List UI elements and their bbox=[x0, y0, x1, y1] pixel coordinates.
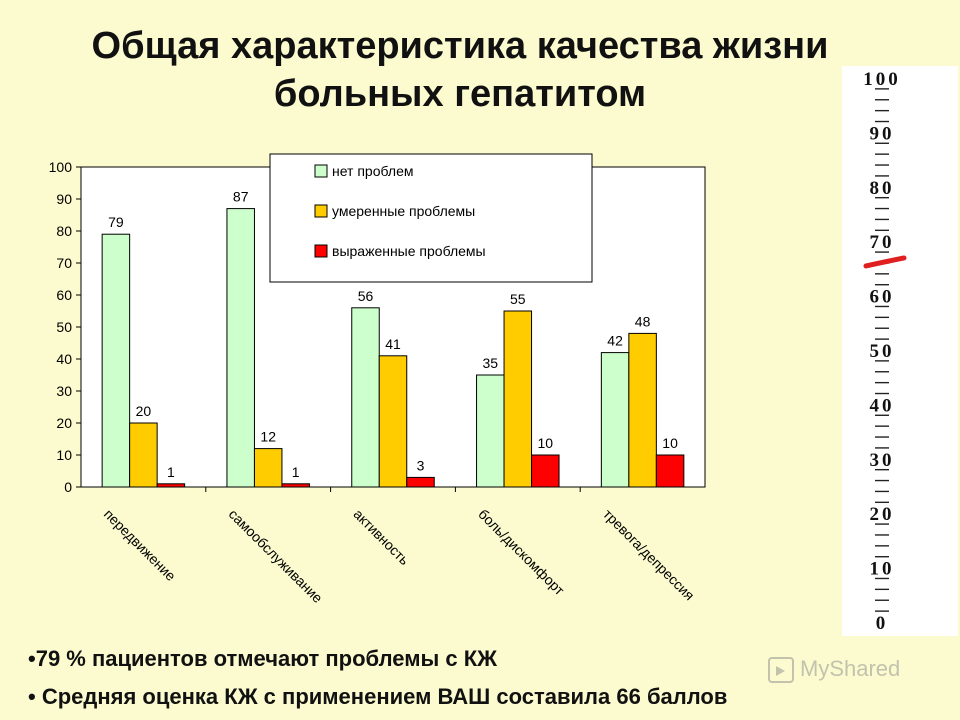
bar bbox=[476, 374, 505, 488]
y-tick-label: 60 bbox=[56, 287, 72, 303]
bar bbox=[600, 352, 630, 488]
x-tick-label: самообслуживание bbox=[226, 506, 326, 606]
scale-label: 40 bbox=[870, 395, 895, 416]
data-label: 10 bbox=[662, 435, 678, 451]
bar bbox=[503, 310, 533, 488]
scale-label: 50 bbox=[870, 341, 895, 362]
data-label: 41 bbox=[385, 336, 401, 352]
y-tick-label: 90 bbox=[56, 191, 72, 207]
bar bbox=[253, 448, 283, 488]
data-label: 10 bbox=[538, 435, 554, 451]
data-label: 20 bbox=[136, 403, 152, 419]
bar bbox=[628, 332, 657, 488]
legend-swatch bbox=[314, 204, 328, 218]
legend-label: нет проблем bbox=[332, 163, 413, 179]
scale-label: 20 bbox=[870, 504, 895, 525]
y-tick-label: 0 bbox=[64, 479, 72, 495]
bar bbox=[378, 355, 408, 488]
bar bbox=[281, 483, 310, 488]
legend-label: выраженные проблемы bbox=[332, 243, 486, 259]
bar bbox=[156, 483, 186, 488]
y-tick-label: 30 bbox=[56, 383, 72, 399]
bar bbox=[101, 233, 131, 488]
scale-label: 100 bbox=[863, 69, 901, 90]
x-tick-label: боль/дискомфорт bbox=[475, 506, 568, 599]
y-tick-label: 80 bbox=[56, 223, 72, 239]
bar-chart: 0 10 20 30 40 50 60 70 80 90 100 79 20 1 передвижение 8… bbox=[49, 153, 706, 606]
play-icon bbox=[768, 657, 794, 684]
data-label: 87 bbox=[233, 189, 249, 205]
summary-bullets: •79 % пациентов отмечают проблемы с КЖ •… bbox=[28, 640, 908, 716]
data-label: 35 bbox=[483, 355, 499, 371]
bullet-2: • Средняя оценка КЖ с применением ВАШ со… bbox=[28, 684, 728, 709]
data-label: 12 bbox=[260, 429, 276, 445]
scale-label: 90 bbox=[870, 123, 895, 144]
bar bbox=[226, 208, 255, 488]
watermark: MyShared bbox=[768, 656, 901, 684]
legend-swatch bbox=[314, 164, 328, 178]
watermark-text: MyShared bbox=[800, 656, 901, 681]
marker-line bbox=[863, 255, 907, 269]
legend-swatch bbox=[314, 244, 328, 258]
data-label: 42 bbox=[607, 333, 623, 349]
chart-title: Общая характеристика качества жизни боль… bbox=[91, 25, 829, 115]
bar bbox=[406, 476, 435, 488]
x-tick-label: передвижение bbox=[101, 506, 179, 584]
legend-label: умеренные проблемы bbox=[332, 203, 475, 219]
scale-label: 10 bbox=[870, 559, 895, 580]
bar bbox=[129, 422, 158, 488]
data-label: 1 bbox=[167, 464, 175, 480]
scale-label: 60 bbox=[870, 287, 895, 308]
y-tick-label: 40 bbox=[56, 351, 72, 367]
y-tick-label: 10 bbox=[56, 447, 72, 463]
y-tick-label: 70 bbox=[56, 255, 72, 271]
y-tick-label: 50 bbox=[56, 319, 72, 335]
data-label: 3 bbox=[417, 457, 425, 473]
data-label: 48 bbox=[635, 313, 651, 329]
bullet-1: •79 % пациентов отмечают проблемы с КЖ bbox=[28, 646, 498, 671]
scale-label: 0 bbox=[876, 613, 889, 634]
scale-label: 30 bbox=[870, 450, 895, 471]
bar bbox=[655, 454, 685, 488]
bar bbox=[351, 307, 380, 488]
data-label: 56 bbox=[358, 288, 374, 304]
y-tick-label: 20 bbox=[56, 415, 72, 431]
data-label: 1 bbox=[292, 464, 300, 480]
bar bbox=[531, 454, 560, 488]
scale-label: 70 bbox=[870, 232, 895, 253]
y-tick-label: 100 bbox=[49, 159, 73, 175]
scale-label: 80 bbox=[870, 178, 895, 199]
x-tick-label: активность bbox=[350, 506, 412, 568]
x-tick-label: тревога/депрессия bbox=[600, 506, 698, 604]
data-label: 79 bbox=[108, 214, 124, 230]
data-label: 55 bbox=[510, 291, 526, 307]
